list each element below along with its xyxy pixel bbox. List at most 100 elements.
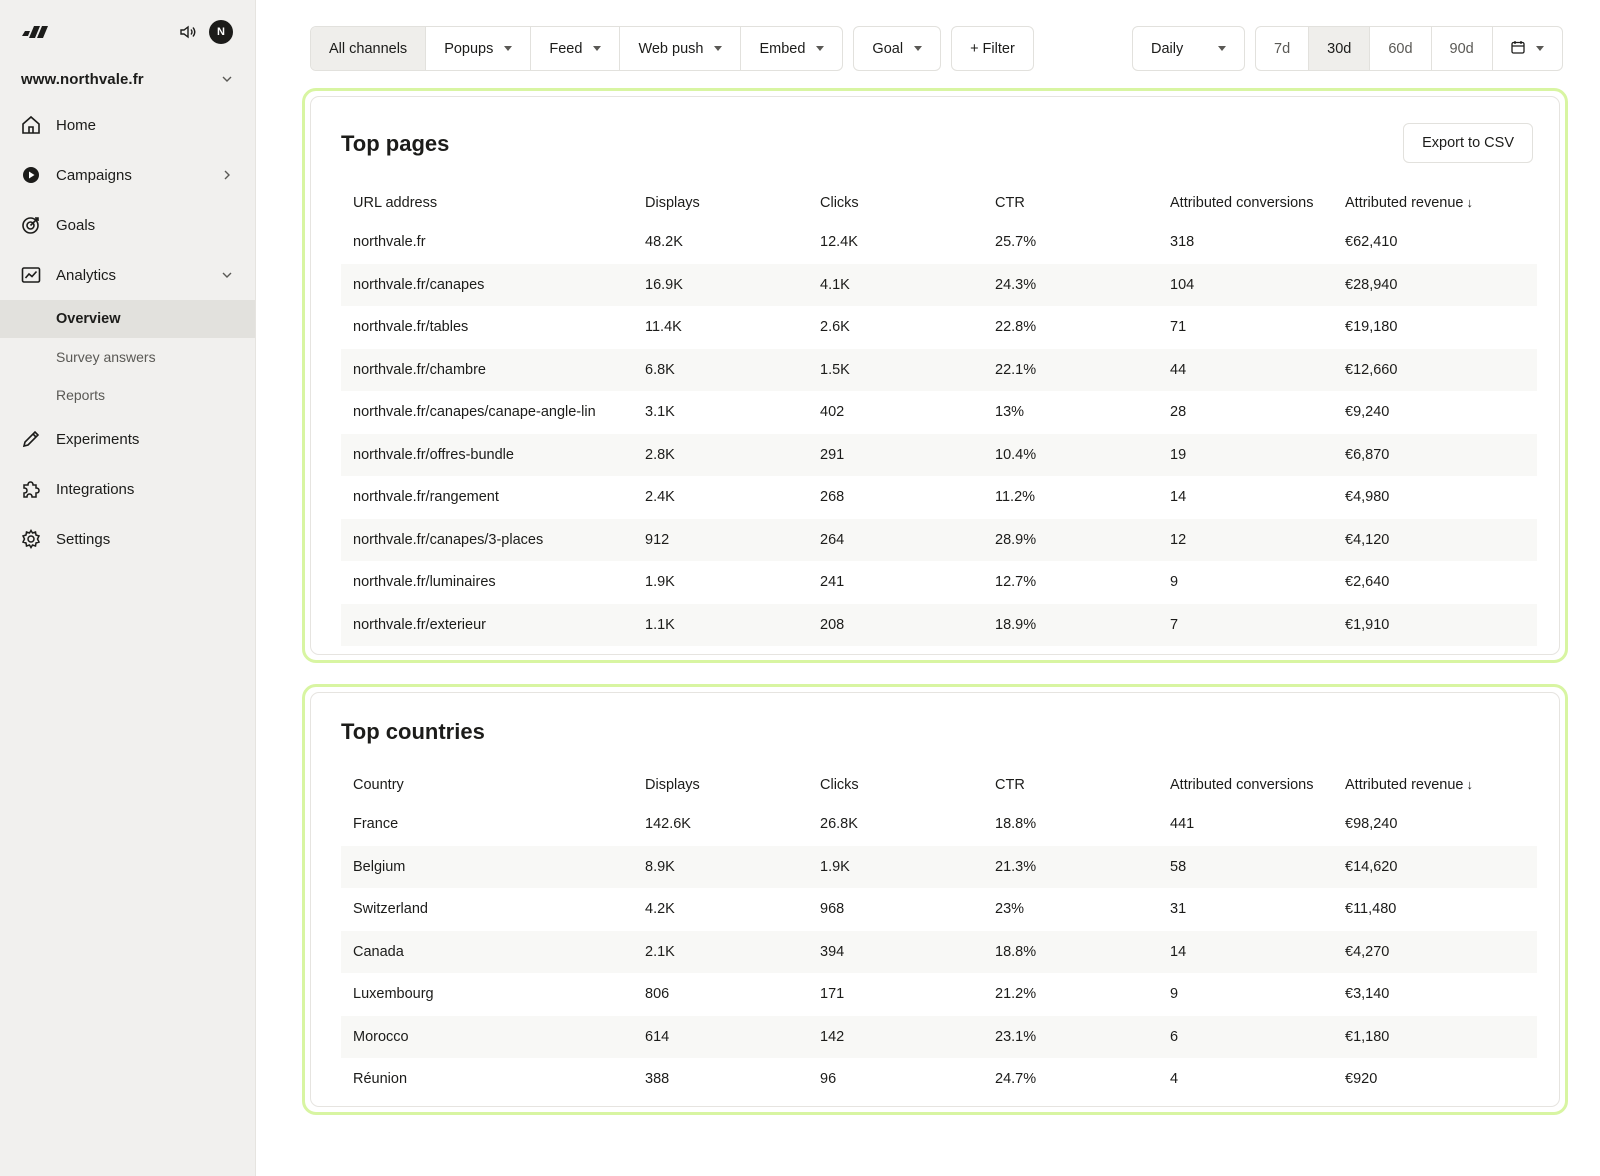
channel-feed-dropdown[interactable]: Feed — [531, 27, 621, 70]
channel-web-push-dropdown[interactable]: Web push — [620, 27, 742, 70]
col-header-conversions[interactable]: Attributed conversions — [1170, 195, 1314, 211]
table-row[interactable]: northvale.fr/canapes/3-places 912 264 28.9%… — [341, 518, 1537, 561]
range-selector: 7d 30d 60d 90d — [1255, 26, 1563, 71]
sidebar-item-analytics[interactable]: Analytics — [0, 250, 255, 300]
col-header-clicks[interactable]: Clicks — [820, 195, 859, 211]
goal-label: Goal — [872, 40, 904, 57]
brand-logo-icon[interactable] — [22, 24, 48, 40]
add-filter-button[interactable]: + Filter — [951, 26, 1034, 71]
sidebar-subitem-survey-answers[interactable]: Survey answers — [56, 349, 156, 365]
cell-url: northvale.fr/canapes — [341, 263, 633, 306]
table-row[interactable]: France 142.6K 26.8K 18.8% 441 €98,240 — [341, 803, 1537, 846]
sidebar-item-settings[interactable]: Settings — [0, 514, 255, 564]
channel-label: Feed — [549, 40, 583, 57]
top-pages-title: Top pages — [341, 131, 450, 156]
cell-ctr: 12.7% — [995, 574, 1037, 591]
table-row[interactable]: Luxembourg 806 171 21.2% 9 €3,140 — [341, 973, 1537, 1016]
filter-toolbar: All channels Popups Feed Web push Embed … — [310, 26, 1034, 71]
revenue-header-label: Attributed revenue — [1345, 195, 1464, 211]
cell-clicks: 4.1K — [808, 263, 983, 306]
announcements-speaker-icon[interactable] — [177, 21, 199, 43]
site-selector[interactable]: www.northvale.fr — [0, 64, 255, 94]
cell-displays: 1.1K — [633, 603, 808, 646]
cell-displays: 48.2K — [645, 234, 683, 251]
cell-conversions: 7 — [1158, 603, 1333, 646]
col-header-revenue[interactable]: Attributed revenue ↓ — [1333, 185, 1537, 221]
cell-revenue: €11,480 — [1345, 901, 1397, 918]
table-row[interactable]: Réunion 388 96 24.7% 4 €920 — [341, 1058, 1537, 1101]
cell-displays: 388 — [645, 1071, 670, 1088]
cell-displays: 142.6K — [645, 816, 691, 833]
channel-embed-dropdown[interactable]: Embed — [741, 27, 842, 70]
export-csv-button[interactable]: Export to CSV — [1403, 123, 1533, 163]
cell-ctr: 22.1% — [983, 348, 1158, 391]
channel-all-button[interactable]: All channels — [311, 27, 427, 70]
top-pages-panel: Top pages Export to CSV URL address Disp… — [310, 96, 1560, 655]
cell-revenue: €1,910 — [1333, 603, 1537, 646]
play-circle-icon — [20, 164, 42, 186]
table-row[interactable]: northvale.fr/canapes/canape-angle-lin 3.1… — [341, 391, 1537, 434]
table-row[interactable]: Switzerland 4.2K 968 23% 31 €11,480 — [341, 888, 1537, 931]
col-header-country[interactable]: Country — [353, 777, 404, 793]
cell-revenue: €14,620 — [1333, 845, 1537, 888]
cell-clicks: 96 — [820, 1071, 837, 1088]
cell-displays: 2.8K — [633, 433, 808, 476]
table-row[interactable]: northvale.fr/chambre 6.8K 1.5K 22.1% 44 €12,6… — [341, 348, 1537, 391]
table-row[interactable]: northvale.fr/offres-bundle 2.8K 291 10.4% 19… — [341, 433, 1537, 476]
cell-clicks: 26.8K — [820, 816, 858, 833]
sidebar-item-goals[interactable]: Goals — [0, 200, 255, 250]
range-7d-button[interactable]: 7d — [1256, 27, 1310, 70]
sidebar-item-home[interactable]: Home — [0, 100, 255, 150]
col-header-url[interactable]: URL address — [353, 195, 438, 211]
sidebar-item-experiments[interactable]: Experiments — [0, 414, 255, 464]
table-row[interactable]: northvale.fr/canapes 16.9K 4.1K 24.3% 104 €28… — [341, 263, 1537, 306]
top-countries-table: Country Displays Clicks CTR Attributed c… — [341, 767, 1537, 1101]
cell-url: northvale.fr — [353, 234, 426, 251]
col-header-displays[interactable]: Displays — [645, 195, 700, 211]
sidebar-subitem-overview[interactable]: Overview — [0, 300, 255, 338]
table-row[interactable]: Belgium 8.9K 1.9K 21.3% 58 €14,620 — [341, 845, 1537, 888]
col-header-ctr[interactable]: CTR — [995, 195, 1025, 211]
sidebar-item-label: Experiments — [56, 430, 140, 448]
sidebar-item-campaigns[interactable]: Campaigns — [0, 150, 255, 200]
sidebar-subitem-reports[interactable]: Reports — [56, 387, 106, 403]
table-row[interactable]: northvale.fr/tables 11.4K 2.6K 22.8% 71 €19,1… — [341, 306, 1537, 349]
pencil-icon — [20, 428, 42, 450]
range-90d-button[interactable]: 90d — [1432, 27, 1493, 70]
cell-ctr: 18.8% — [995, 816, 1037, 833]
sidebar-item-integrations[interactable]: Integrations — [0, 464, 255, 514]
range-30d-button[interactable]: 30d — [1309, 27, 1371, 70]
table-row[interactable]: northvale.fr/exterieur 1.1K 208 18.9% 7 €1,91… — [341, 603, 1537, 646]
table-row[interactable]: northvale.fr/rangement 2.4K 268 11.2% 14 €4,9… — [341, 476, 1537, 519]
col-header-conversions[interactable]: Attributed conversions — [1170, 777, 1314, 793]
cell-ctr: 11.2% — [995, 489, 1036, 506]
goal-dropdown[interactable]: Goal — [853, 26, 942, 71]
cell-clicks: 142 — [808, 1015, 983, 1058]
cell-revenue: €4,980 — [1345, 489, 1390, 506]
cell-conversions: 71 — [1170, 319, 1187, 336]
cell-conversions: 19 — [1158, 433, 1333, 476]
col-header-clicks[interactable]: Clicks — [820, 777, 859, 793]
user-avatar[interactable]: N — [209, 20, 233, 44]
cell-country: Luxembourg — [353, 986, 434, 1003]
table-row[interactable]: northvale.fr/luminaires 1.9K 241 12.7% 9 €2,6… — [341, 561, 1537, 604]
target-icon — [20, 214, 42, 236]
col-header-revenue[interactable]: Attributed revenue ↓ — [1333, 767, 1537, 803]
cell-clicks: 171 — [820, 986, 845, 1003]
cell-revenue: €4,120 — [1333, 518, 1537, 561]
col-header-displays[interactable]: Displays — [645, 777, 700, 793]
cell-displays: 11.4K — [645, 319, 682, 336]
cell-conversions: 441 — [1170, 816, 1195, 833]
cell-conversions: 4 — [1170, 1071, 1179, 1088]
granularity-dropdown[interactable]: Daily — [1132, 26, 1245, 71]
calendar-dropdown[interactable] — [1493, 27, 1562, 70]
table-row[interactable]: Canada 2.1K 394 18.8% 14 €4,270 — [341, 930, 1537, 973]
filter-label: + Filter — [970, 40, 1015, 57]
col-header-ctr[interactable]: CTR — [995, 777, 1025, 793]
table-row[interactable]: Morocco 614 142 23.1% 6 €1,180 — [341, 1015, 1537, 1058]
cell-revenue: €19,180 — [1345, 319, 1398, 336]
channel-popups-dropdown[interactable]: Popups — [426, 27, 532, 70]
table-row[interactable]: northvale.fr 48.2K 12.4K 25.7% 318 €62,410 — [341, 221, 1537, 264]
range-60d-button[interactable]: 60d — [1370, 27, 1432, 70]
cell-clicks: 268 — [820, 489, 845, 506]
